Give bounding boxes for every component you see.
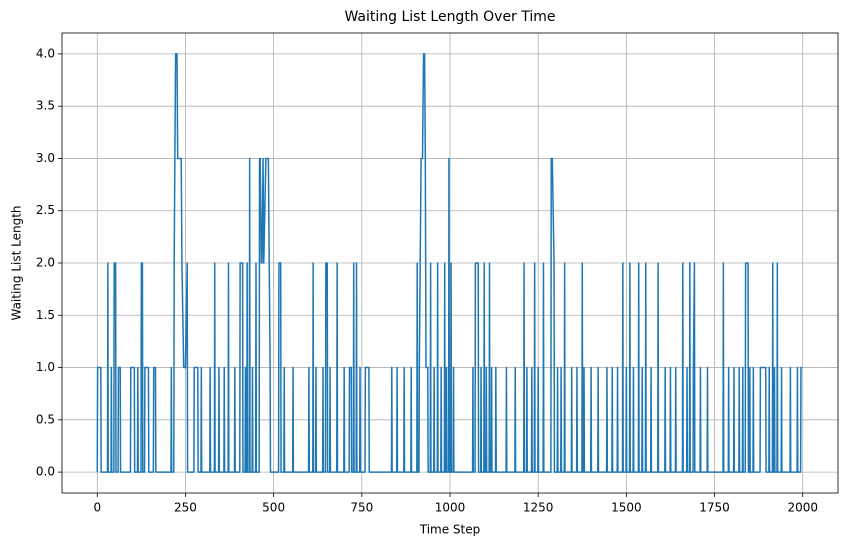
- y-tick-label: 3.5: [36, 99, 55, 113]
- x-tick-label: 0: [93, 501, 101, 515]
- x-tick-label: 1500: [611, 501, 642, 515]
- x-tick-label: 250: [174, 501, 197, 515]
- y-axis-label: Waiting List Length: [10, 205, 24, 320]
- x-tick-label: 2000: [787, 501, 818, 515]
- x-tick-label: 500: [262, 501, 285, 515]
- y-tick-label: 2.5: [36, 203, 55, 217]
- y-tick-label: 1.5: [36, 308, 55, 322]
- y-tick-label: 4.0: [36, 46, 55, 60]
- y-tick-label: 0.0: [36, 465, 55, 479]
- x-tick-label: 1750: [699, 501, 730, 515]
- y-tick-label: 3.0: [36, 151, 55, 165]
- chart-title: Waiting List Length Over Time: [344, 9, 555, 25]
- y-tick-label: 0.5: [36, 412, 55, 426]
- x-tick-label: 750: [350, 501, 373, 515]
- x-tick-label: 1000: [435, 501, 466, 515]
- x-axis-label: Time Step: [419, 523, 481, 537]
- plot-frame: [61, 32, 839, 494]
- y-tick-label: 2.0: [36, 256, 55, 270]
- y-tick-label: 1.0: [36, 360, 55, 374]
- x-tick-label: 1250: [523, 501, 554, 515]
- data-line: [96, 53, 803, 473]
